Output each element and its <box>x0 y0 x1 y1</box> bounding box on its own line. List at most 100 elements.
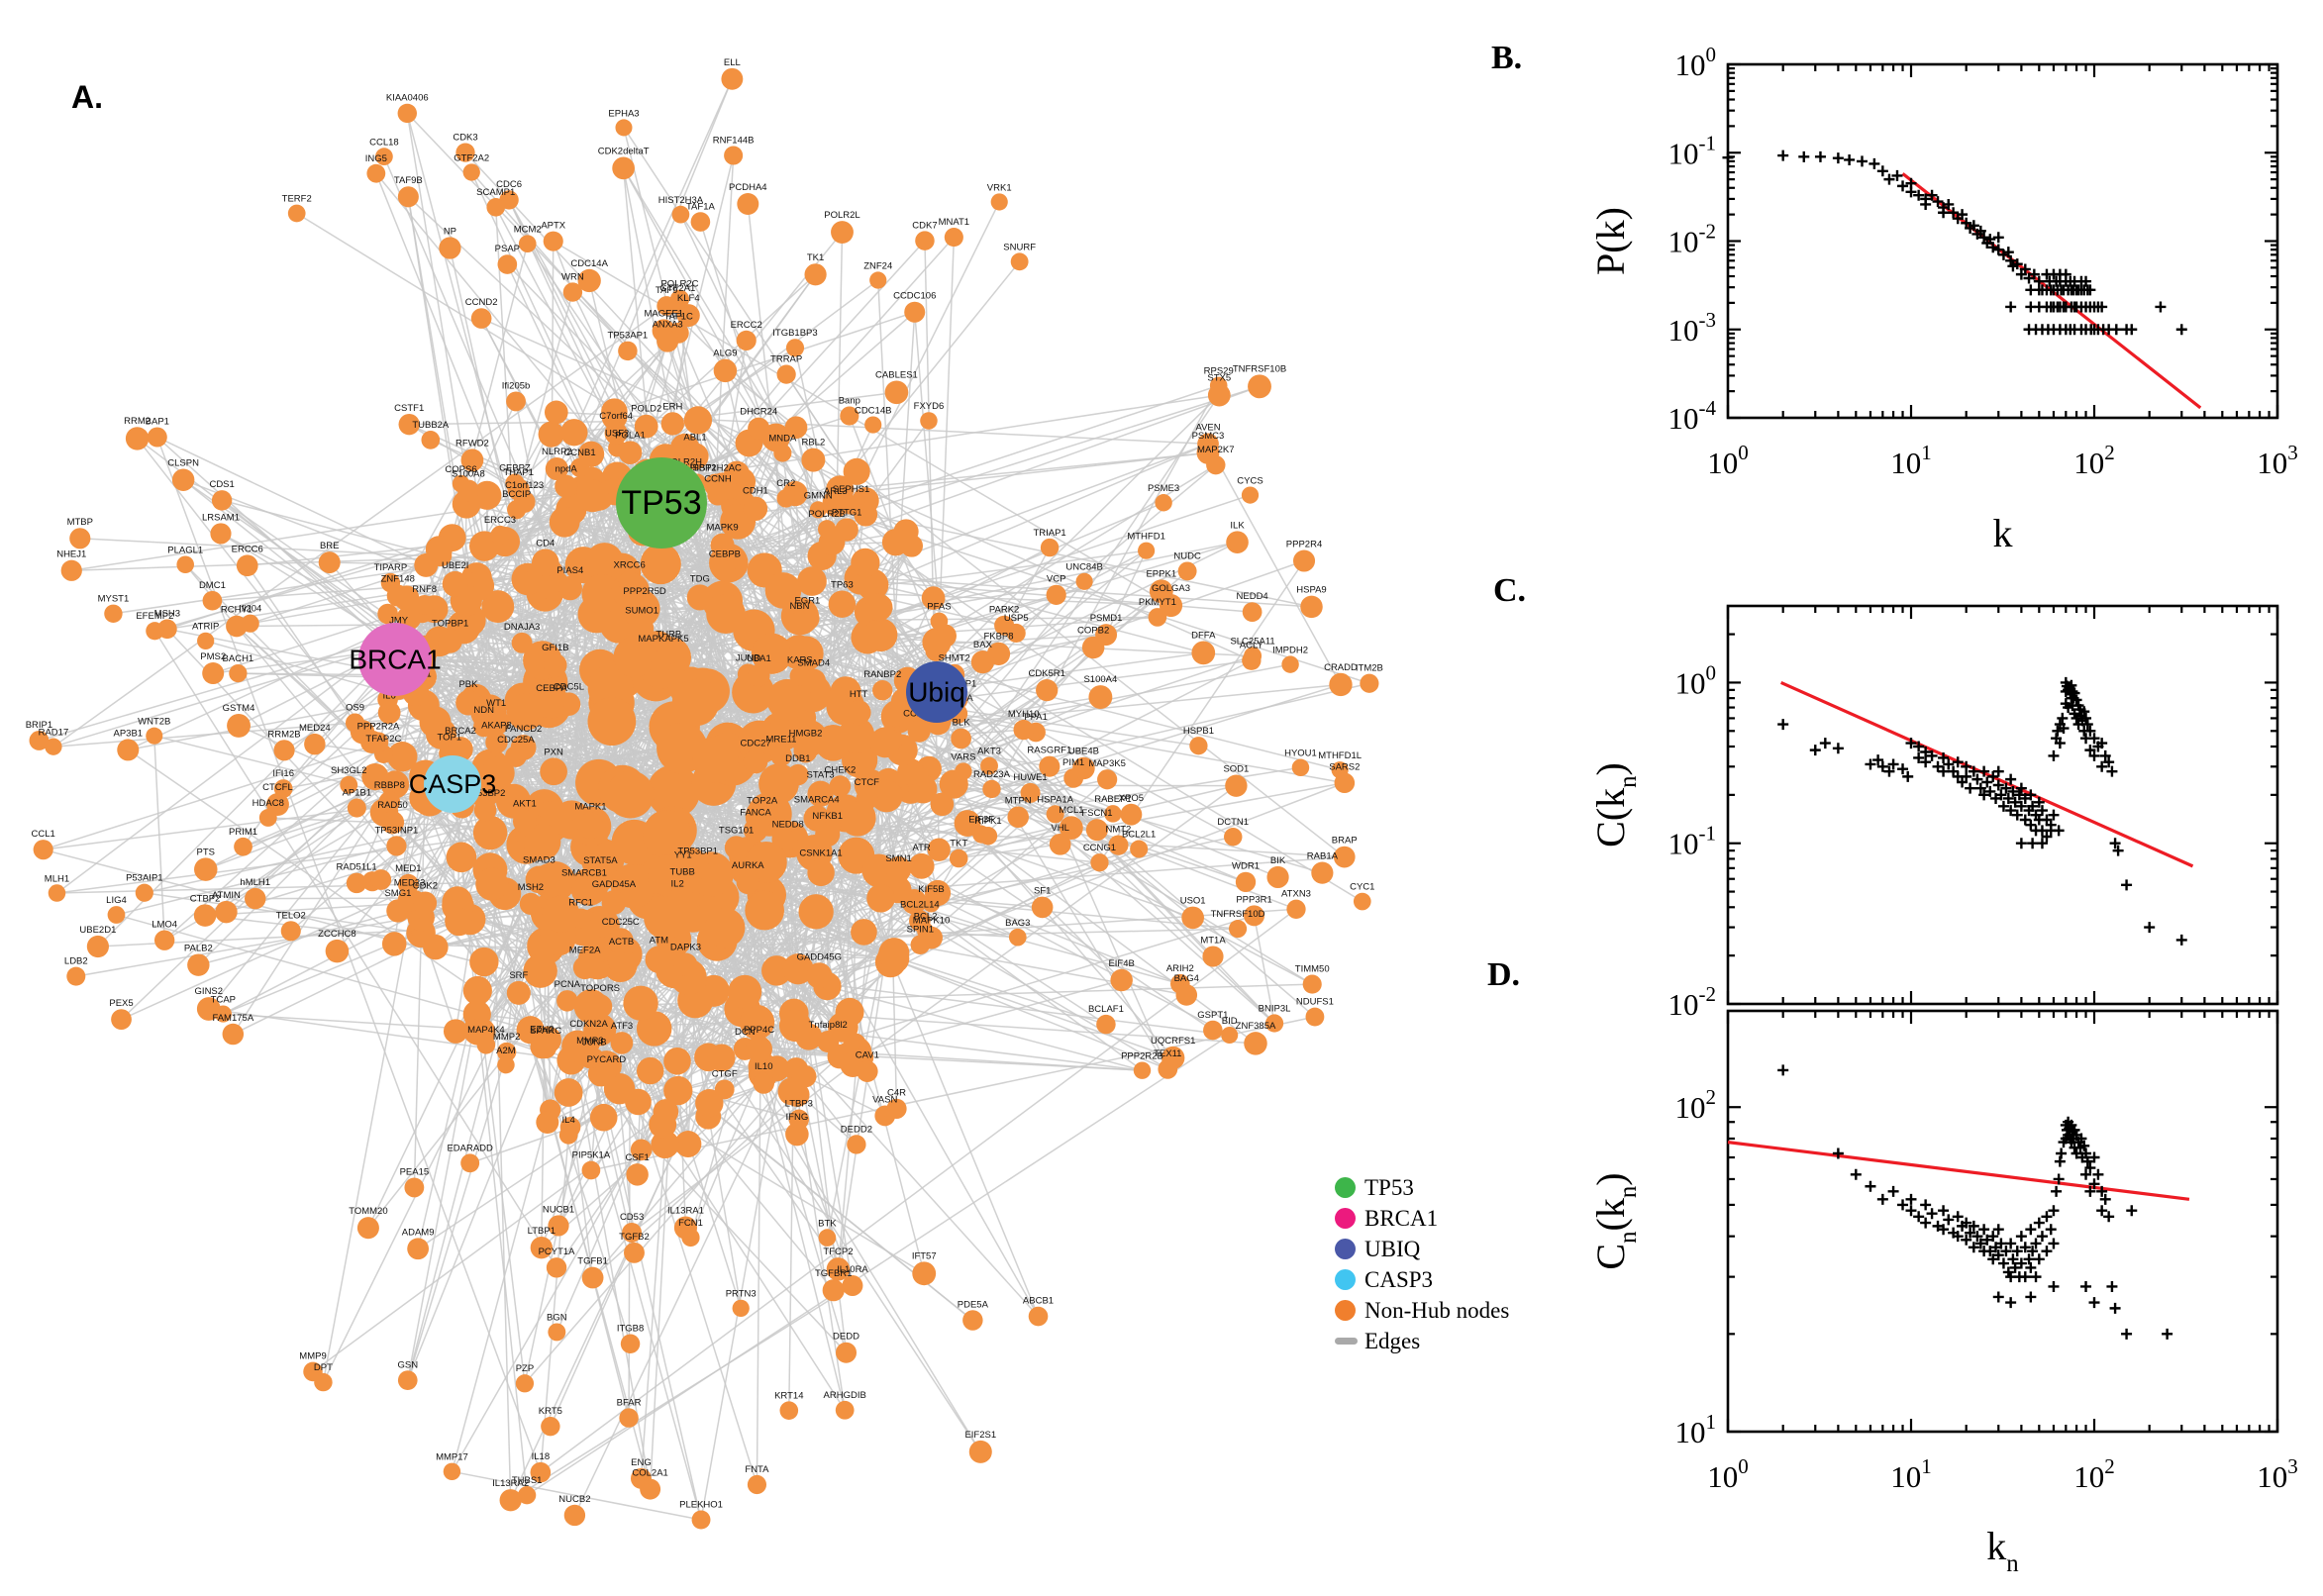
network-node <box>581 1160 601 1180</box>
network-node <box>1130 840 1149 858</box>
network-node-label: MAP3K5 <box>1088 758 1126 769</box>
network-node <box>562 282 583 302</box>
network-node <box>556 990 578 1012</box>
data-point <box>1926 189 1938 201</box>
network-node <box>245 887 266 910</box>
network-node <box>846 700 871 726</box>
network-node <box>107 906 126 924</box>
network-node-label: COPB2 <box>1077 626 1109 637</box>
network-node <box>667 889 688 910</box>
network-hubs: TP53 BRCA1 CASP3 Ubiq <box>349 457 967 813</box>
data-point <box>2162 1328 2173 1340</box>
network-node-label: CCL1 <box>32 829 55 840</box>
data-point <box>1777 150 1789 161</box>
data-point <box>2015 838 2027 849</box>
data-point <box>2096 301 2108 313</box>
data-point <box>2088 1297 2100 1309</box>
network-node-label: MMP9 <box>299 1351 326 1362</box>
data-point <box>2015 782 2027 794</box>
network-edge <box>116 914 531 1031</box>
network-node <box>386 584 409 607</box>
network-node <box>197 632 215 649</box>
network-node <box>1242 650 1262 670</box>
network-node-label: MCM2 <box>514 224 542 235</box>
network-node <box>104 604 123 623</box>
data-point <box>1992 765 2004 777</box>
network-node <box>643 810 692 859</box>
network-node <box>446 842 477 873</box>
network-node-label: TP53INP1 <box>375 825 419 836</box>
network-node <box>397 186 419 208</box>
data-point <box>1856 155 1868 167</box>
network-edge <box>208 232 844 1010</box>
network-node <box>785 339 805 357</box>
network-node-label: DHCR24 <box>740 407 777 418</box>
data-point <box>2084 1162 2096 1174</box>
network-node <box>807 780 834 807</box>
data-point <box>2088 749 2100 761</box>
network-edge <box>355 807 532 1031</box>
x-axis-label: kn <box>1986 1524 2019 1577</box>
data-point <box>1984 1246 1996 1257</box>
network-node-label: BCCIP <box>502 489 531 500</box>
network-node <box>748 417 770 440</box>
network-node <box>1039 755 1060 777</box>
network-node-label: ATR <box>912 843 930 853</box>
data-point <box>1984 234 1996 246</box>
network-node-label: SARS2 <box>1329 761 1360 772</box>
network-node-label: MAP2K7 <box>1197 445 1235 455</box>
network-node <box>921 586 946 610</box>
network-edge <box>744 991 1040 1318</box>
network-node <box>273 740 295 761</box>
data-point <box>2126 1205 2138 1217</box>
data-point <box>2005 805 2017 817</box>
data-point <box>1997 800 2009 812</box>
data-point <box>2052 725 2064 737</box>
network-node-label: Tnfaip8l2 <box>809 1020 848 1031</box>
network-edge <box>771 494 1251 654</box>
network-edge <box>781 452 868 1072</box>
network-node <box>881 529 910 556</box>
network-node <box>485 731 508 754</box>
network-node <box>1228 920 1248 939</box>
network-edge <box>464 151 861 579</box>
network-node <box>686 584 713 611</box>
network-node-label: EFEMP2 <box>136 611 173 622</box>
network-node-label: BFAR <box>617 1397 642 1408</box>
data-point <box>2175 934 2187 946</box>
network-node-label: ATMIN <box>212 890 241 901</box>
network-node-label: PIAS4 <box>556 565 583 576</box>
network-node-label: IL6 <box>383 690 396 701</box>
network-node-label: TNFRSF10B <box>1233 363 1286 374</box>
network-node-label: ALG9 <box>713 349 737 359</box>
network-node-label: NUCB1 <box>543 1204 574 1215</box>
data-point <box>2011 258 2023 270</box>
data-point <box>2070 712 2082 724</box>
network-node <box>864 416 882 434</box>
network-node <box>773 444 792 462</box>
data-point <box>2053 825 2065 837</box>
network-node <box>1028 1306 1049 1327</box>
network-node-label: RIPK1 <box>974 816 1001 827</box>
network-node-label: MMP2 <box>493 1032 520 1043</box>
network-node <box>634 414 658 439</box>
network-node <box>618 570 641 594</box>
network-node-label: WDR1 <box>1232 861 1260 872</box>
network-node-label: CABLES1 <box>875 369 918 380</box>
network-node-label: MRE11 <box>765 734 796 745</box>
network-node-label: ATRIP <box>192 622 219 633</box>
data-point <box>2092 1168 2104 1180</box>
network-node <box>622 1222 643 1243</box>
data-point <box>1891 169 1903 181</box>
data-point <box>1978 1224 1990 1236</box>
network-node <box>994 615 1015 636</box>
network-edge <box>937 385 1220 894</box>
x-tick-label: 103 <box>2257 1454 2298 1494</box>
network-node-label: MAPK1 <box>574 802 606 813</box>
data-point <box>2081 1155 2093 1167</box>
network-node <box>743 818 768 843</box>
network-node <box>455 143 475 162</box>
data-point <box>2025 1261 2037 1273</box>
network-node <box>380 811 405 835</box>
plot-b: 100 10-1 10-2 10-3 10-4 100 101 102 103 k P(k) <box>1588 43 2298 555</box>
